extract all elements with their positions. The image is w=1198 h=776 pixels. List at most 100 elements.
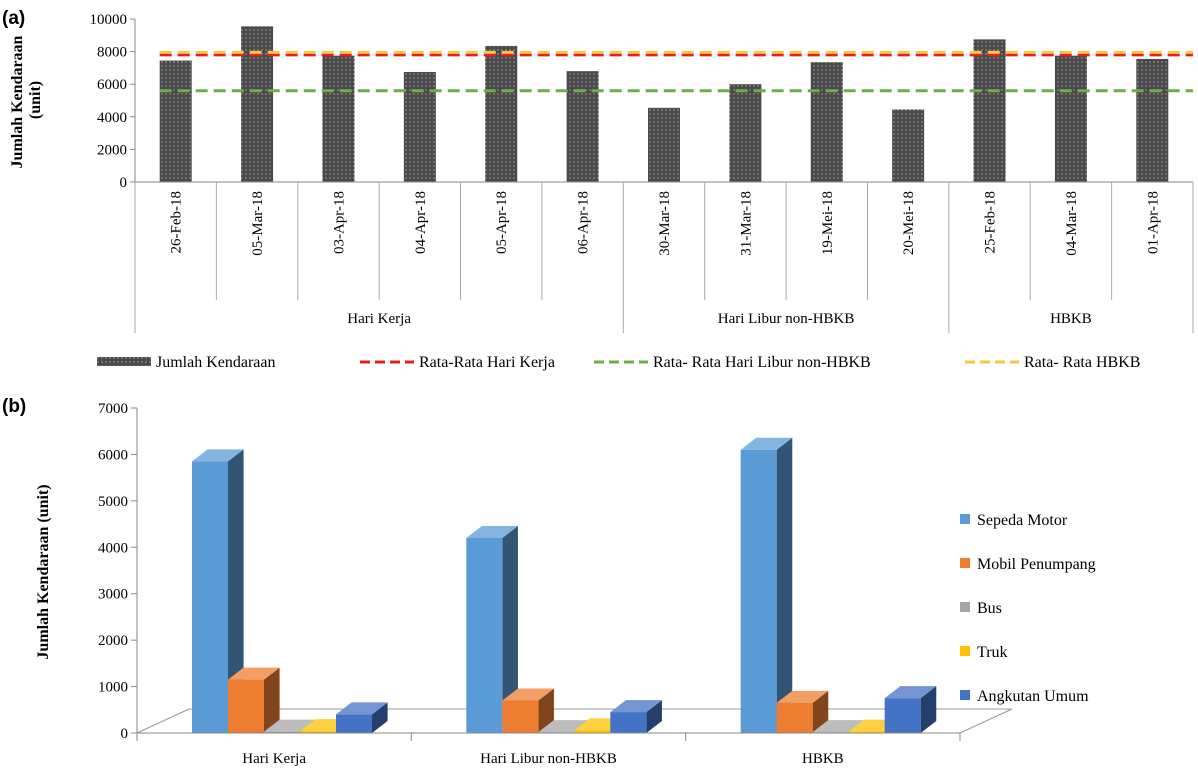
chart-a-x-tick-label: 03-Apr-18 [331,191,347,254]
chart-b-bar-top [336,702,388,715]
chart-b-legend-label: Truk [977,644,1008,661]
chart-a-ylabel-line2: (unit) [27,81,44,119]
chart-a-group-label: Hari Kerja [347,311,411,327]
chart-b-bar-front [336,714,372,733]
chart-a-y-tick-label: 10000 [90,12,128,28]
chart-b-y-tick-label: 6000 [98,447,128,463]
chart-a-bar [322,55,355,182]
chart-b-bar-front [466,538,503,733]
chart-a-y-tick-label: 2000 [97,142,127,158]
chart-a-legend: Jumlah Kendaraan Rata-Rata Hari Kerja Rata… [97,354,1140,371]
chart-b-y-tick-label: 1000 [98,680,128,696]
chart-a-legend-swatch [97,357,151,366]
chart-a-x-tick-label: 06-Apr-18 [576,191,592,254]
chart-a-bar [1136,58,1169,183]
chart-a-bar [403,71,436,182]
chart-a-x-tick-label: 01-Apr-18 [1145,191,1161,254]
chart-b-bar-front [502,700,539,733]
chart-b-legend-swatch [960,514,970,524]
chart-a: (a) Jumlah Kendaraan (unit) 0 2000 4000 600… [2,8,1194,371]
chart-a-bar [1054,55,1087,182]
chart-a-x-tick-label: 05-Apr-18 [494,191,510,254]
chart-a-bar [566,71,599,182]
panel-b-label: (b) [2,396,26,417]
chart-b-bar-front [300,731,336,733]
chart-b-bar-side [264,667,280,733]
chart-a-y-tick-label: 8000 [97,45,127,61]
chart-b-y-axis: 0 1000 2000 3000 4000 5000 6000 7000 [98,401,138,742]
chart-b-legend-swatch [960,646,970,656]
chart-a-y-axis-title: Jumlah Kendaraan (unit) [9,32,44,169]
chart-a-x-tick-label: 25-Feb-18 [983,191,999,254]
chart-a-bar [648,107,680,182]
chart-b-bar-top [502,688,554,701]
chart-a-x-tick-label: 26-Feb-18 [169,191,185,254]
chart-b: (b) Jumlah Kendaraan (unit) 0 1000 2000 300… [2,396,1096,767]
chart-b-x-tick-label: Hari Kerja [242,751,306,767]
chart-b-y-tick-label: 5000 [98,494,128,510]
chart-b-x-tick-label: HBKB [802,751,844,767]
chart-b-legend-label: Angkutan Umum [977,688,1089,705]
chart-b-bar-front [848,731,885,733]
chart-b-bar-top [776,690,829,703]
chart-b-bar [740,437,793,733]
chart-a-x-tick-label: 31-Mar-18 [738,191,754,256]
chart-a-legend-label: Jumlah Kendaraan [156,354,276,371]
chart-b-bar-front [228,679,264,733]
chart-b-bar-side [538,688,554,733]
chart-a-x-tick-label: 30-Mar-18 [657,191,673,256]
chart-b-y-tick-label: 2000 [98,633,128,649]
chart-b-bar-side [776,437,793,733]
chart-b-x-axis: Hari Kerja Hari Libur non-HBKB HBKB [136,732,961,767]
chart-b-legend-label: Sepeda Motor [977,512,1068,529]
chart-b-bar-top [812,720,865,733]
chart-b-legend-label: Mobil Penumpang [977,556,1096,573]
chart-b-bar-front [776,702,813,733]
chart-a-bar [892,109,925,182]
chart-b-legend-swatch [960,602,970,612]
chart-a-bar [973,39,1006,182]
chart-a-group-label: Hari Libur non-HBKB [718,311,855,327]
chart-a-bar [159,60,192,182]
chart-a-y-tick-label: 6000 [97,77,127,93]
chart-b-bar-side [228,449,244,733]
chart-a-x-tick-label: 04-Mar-18 [1064,191,1080,256]
chart-a-x-tick-label: 04-Apr-18 [413,191,429,254]
chart-a-legend-label: Rata- Rata Hari Libur non-HBKB [653,354,871,371]
chart-b-bar-top [192,449,244,462]
chart-b-legend-swatch [960,690,970,700]
chart-a-legend-label: Rata-Rata Hari Kerja [419,354,555,371]
chart-b-y-tick-label: 4000 [98,540,128,556]
chart-a-x-tick-label: 20-Mei-18 [901,191,917,255]
chart-a-group-label: HBKB [1050,311,1092,327]
chart-a-legend-label: Rata- Rata HBKB [1024,354,1140,371]
chart-a-ylabel-line1: Jumlah Kendaraan [9,35,26,168]
chart-b-x-tick-label: Hari Libur non-HBKB [480,751,617,767]
chart-a-bars [159,26,1169,183]
chart-b-bar-front [574,730,611,733]
chart-a-bar [729,84,762,182]
chart-b-bars [192,437,937,733]
chart-a-x-axis: 26-Feb-18 05-Mar-18 03-Apr-18 04-Apr-18 05-A… [134,181,1194,333]
chart-b-bar-front [884,698,921,733]
chart-a-x-tick-label: 19-Mei-18 [820,191,836,255]
chart-b-bar-top [264,719,316,732]
chart-a-bar [485,45,518,182]
chart-b-bar [228,667,280,733]
chart-b-bar [336,702,388,733]
chart-b-bar-side [812,690,829,733]
chart-b-bar-top [228,667,280,680]
chart-b-bar-top [466,526,518,538]
chart-b-bar-front [264,731,300,733]
chart-b-bar-top [740,437,793,450]
chart-a-bar [241,26,274,183]
chart-b-bar-front [192,461,228,733]
chart-b-bar-front [610,712,647,733]
chart-b-bar-side [646,700,662,733]
chart-a-bar [810,62,843,182]
chart-a-y-axis: 0 2000 4000 6000 8000 10000 [90,12,136,191]
chart-b-bar [884,686,937,733]
chart-a-reference-lines [159,50,1193,93]
chart-a-x-tick-label: 05-Mar-18 [250,191,266,256]
